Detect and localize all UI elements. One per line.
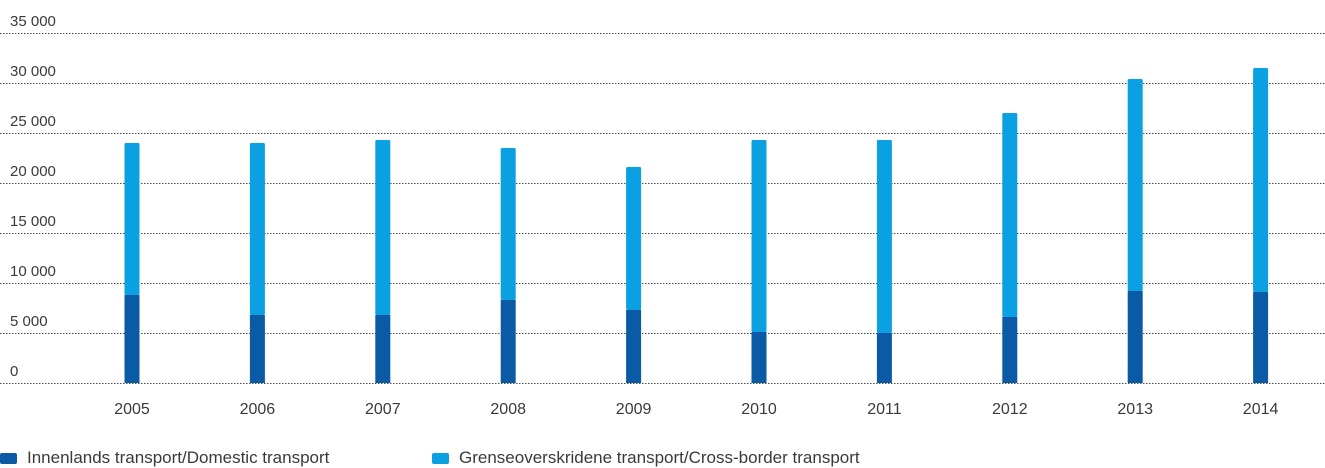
bar-cross-border xyxy=(249,143,265,315)
bar-cross-border xyxy=(626,167,642,310)
legend-item-cross-border: Grenseoverskridene transport/Cross-borde… xyxy=(432,448,860,468)
bar-cross-border xyxy=(876,140,892,333)
bar-domestic xyxy=(1002,317,1018,383)
bar-domestic xyxy=(249,315,265,383)
bar-cross-border xyxy=(375,140,391,315)
x-tick-label: 2010 xyxy=(741,401,777,418)
legend-label-domestic: Innenlands transport/Domestic transport xyxy=(27,448,330,467)
bar-cross-border xyxy=(1127,79,1143,291)
bar-domestic xyxy=(1127,291,1143,383)
bar-domestic xyxy=(375,315,391,383)
x-tick-label: 2008 xyxy=(490,401,526,418)
y-tick-label: 5 000 xyxy=(10,313,48,330)
legend: Innenlands transport/Domestic transport … xyxy=(0,440,1325,468)
y-tick-label: 30 000 xyxy=(10,63,56,80)
bar-domestic xyxy=(1253,292,1269,383)
y-tick-label: 10 000 xyxy=(10,263,56,280)
x-axis-tick-labels: 2005 2006 2007 2008 2009 2010 2011 2012 2013 2014 xyxy=(114,401,1278,418)
bar-cross-border xyxy=(124,143,140,295)
legend-item-domestic: Innenlands transport/Domestic transport xyxy=(0,448,329,468)
legend-label-cross-border: Grenseoverskridene transport/Cross-borde… xyxy=(459,448,860,467)
x-tick-label: 2007 xyxy=(365,401,401,418)
y-tick-label: 25 000 xyxy=(10,113,56,130)
bars xyxy=(124,68,1269,383)
bar-domestic xyxy=(876,333,892,383)
grid-lines xyxy=(0,33,1325,384)
y-tick-label: 0 xyxy=(10,363,18,380)
y-tick-label: 35 000 xyxy=(10,13,56,30)
bar-cross-border xyxy=(1253,68,1269,292)
bar-cross-border xyxy=(1002,113,1018,317)
x-tick-label: 2014 xyxy=(1243,401,1279,418)
x-tick-label: 2013 xyxy=(1117,401,1153,418)
x-tick-label: 2006 xyxy=(240,401,276,418)
bar-domestic xyxy=(751,332,767,383)
bar-domestic xyxy=(124,295,140,383)
bar-cross-border xyxy=(500,148,516,300)
legend-swatch-cross-border xyxy=(432,452,449,464)
bar-domestic xyxy=(500,300,516,383)
bar-domestic xyxy=(626,310,642,383)
x-tick-label: 2011 xyxy=(867,401,902,418)
legend-swatch-domestic xyxy=(0,452,17,464)
y-tick-label: 15 000 xyxy=(10,213,56,230)
x-tick-label: 2009 xyxy=(616,401,652,418)
y-axis-tick-labels: 0 5 000 10 000 15 000 20 000 25 000 30 000 35 0… xyxy=(10,13,56,380)
x-tick-label: 2012 xyxy=(992,401,1028,418)
x-tick-label: 2005 xyxy=(114,401,150,418)
y-tick-label: 20 000 xyxy=(10,163,56,180)
bar-cross-border xyxy=(751,140,767,332)
